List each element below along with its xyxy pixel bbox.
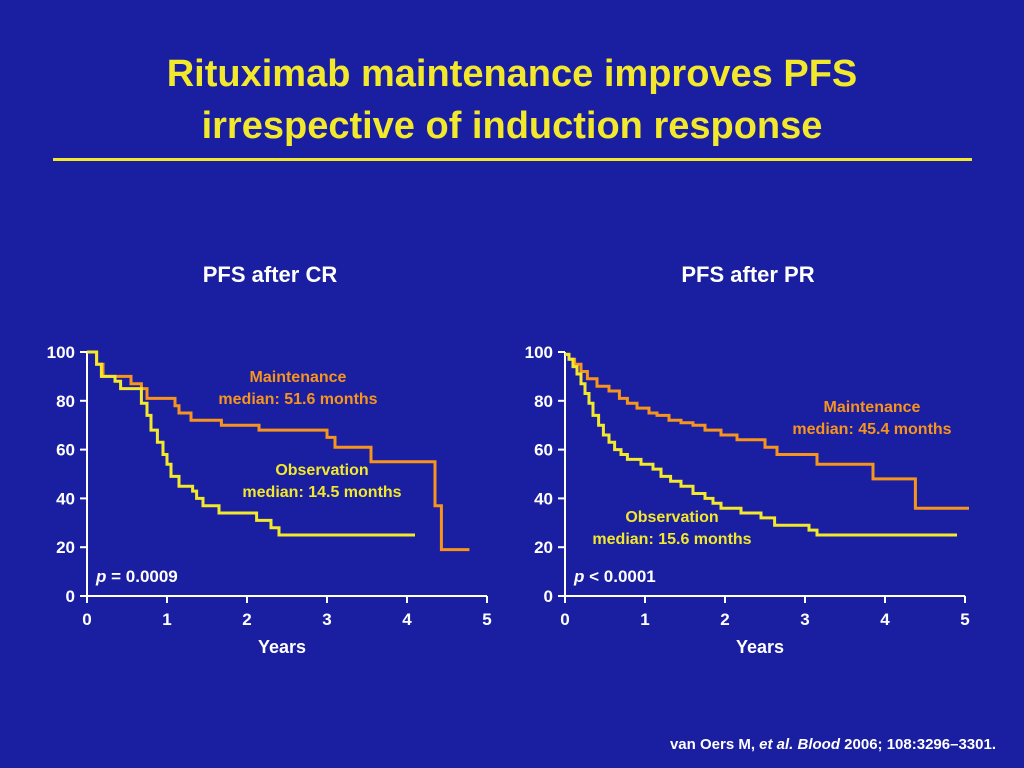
maintenance-survival-curve (87, 350, 470, 552)
chart-cr: PFS after CR 0 1 2 3 4 5 0 20 40 60 80 100 Years Main… (20, 250, 520, 670)
chart-cr-title: PFS after CR (202, 262, 338, 287)
p-value-symbol: p (573, 567, 584, 586)
observation-label-name: Observation (275, 462, 368, 479)
citation-journal: et al. Blood (759, 736, 841, 753)
x-tick-label: 4 (880, 610, 890, 629)
observation-survival-curve (87, 350, 415, 537)
chart-pr: PFS after PR 0 1 2 3 4 5 0 20 40 60 80 100 Years Main… (498, 250, 998, 670)
y-tick-label: 40 (534, 489, 553, 508)
slide-title: Rituximab maintenance improves PFS irres… (0, 48, 1024, 152)
x-tick-label: 2 (242, 610, 251, 629)
x-axis-label: Years (736, 637, 784, 657)
y-tick-label: 80 (56, 392, 75, 411)
title-line-1: Rituximab maintenance improves PFS (166, 53, 858, 95)
y-tick-label: 60 (56, 441, 75, 460)
x-tick-label: 3 (800, 610, 809, 629)
p-value-number: = 0.0009 (106, 567, 177, 586)
chart-pr-title: PFS after PR (681, 262, 815, 287)
chart-pr-plot: 0 1 2 3 4 5 0 20 40 60 80 100 Years Maintenance median… (525, 343, 970, 657)
citation: van Oers M, et al. Blood 2006; 108:3296–… (670, 736, 996, 753)
y-tick-label: 20 (56, 538, 75, 557)
citation-author: van Oers M, (669, 736, 760, 753)
maintenance-survival-curve (565, 352, 969, 510)
title-underline (53, 158, 972, 161)
x-tick-label: 5 (960, 610, 969, 629)
x-tick-label: 1 (162, 610, 171, 629)
y-tick-label: 60 (534, 441, 553, 460)
y-tick-label: 80 (534, 392, 553, 411)
observation-label-median: median: 15.6 months (592, 531, 751, 548)
y-tick-label: 0 (66, 587, 75, 606)
y-tick-label: 0 (544, 587, 553, 606)
x-tick-label: 2 (720, 610, 729, 629)
title-line-2: irrespective of induction response (201, 105, 823, 147)
y-tick-label: 100 (525, 343, 553, 362)
citation-details: 2006; 108:3296–3301. (840, 736, 996, 753)
maintenance-label-median: median: 45.4 months (792, 421, 951, 438)
maintenance-label-median: median: 51.6 months (218, 391, 377, 408)
observation-label-median: median: 14.5 months (242, 484, 401, 501)
p-value-symbol: p (95, 567, 106, 586)
x-tick-label: 0 (560, 610, 569, 629)
y-tick-label: 40 (56, 489, 75, 508)
y-tick-label: 20 (534, 538, 553, 557)
observation-label-name: Observation (625, 509, 718, 526)
x-tick-label: 3 (322, 610, 331, 629)
p-value-number: < 0.0001 (584, 567, 655, 586)
x-axis-label: Years (258, 637, 306, 657)
x-tick-label: 1 (640, 610, 649, 629)
maintenance-label-name: Maintenance (824, 399, 921, 416)
p-value-annotation: p < 0.0001 (573, 567, 656, 586)
x-tick-label: 0 (82, 610, 91, 629)
x-tick-label: 4 (402, 610, 412, 629)
observation-survival-curve (565, 352, 957, 537)
y-tick-label: 100 (47, 343, 75, 362)
chart-cr-plot: 0 1 2 3 4 5 0 20 40 60 80 100 Years Maintenance median… (47, 343, 492, 657)
maintenance-label-name: Maintenance (250, 369, 347, 386)
p-value-annotation: p = 0.0009 (95, 567, 178, 586)
x-tick-label: 5 (482, 610, 491, 629)
